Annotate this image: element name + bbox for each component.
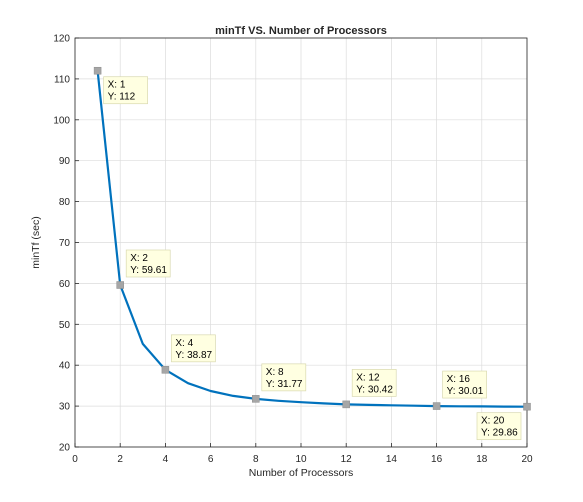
y-tick-label: 40	[59, 361, 71, 372]
x-tick-label: 12	[341, 454, 353, 465]
datatip-box	[351, 369, 397, 397]
datatip: X: 1Y: 112	[103, 76, 148, 105]
datatip: X: 2Y: 59.61	[125, 249, 171, 278]
datatip-y: Y: 31.77	[266, 379, 303, 390]
x-tick-label: 4	[163, 454, 169, 465]
x-axis-label: Number of Processors	[249, 467, 353, 479]
series-line-group	[96, 70, 528, 408]
x-tick-label: 16	[431, 454, 443, 465]
datatip: X: 4Y: 38.87	[171, 334, 216, 363]
datatip-y: Y: 38.87	[175, 350, 212, 361]
datatip-x: X: 8	[266, 367, 284, 378]
datatip-y: Y: 30.42	[356, 384, 393, 395]
data-point-marker	[116, 281, 124, 289]
x-tick-label: 10	[295, 454, 307, 465]
data-markers	[93, 66, 531, 411]
x-tick-label: 0	[72, 454, 78, 465]
y-tick-label: 110	[54, 74, 70, 85]
y-tick-label: 50	[59, 320, 71, 331]
datatip-box	[171, 334, 216, 363]
datatip-x: X: 4	[175, 338, 193, 349]
datatip: X: 20Y: 29.86	[476, 412, 522, 441]
data-point-marker	[93, 66, 102, 75]
y-tick-label: 20	[59, 443, 71, 454]
y-tick-label: 120	[53, 34, 70, 45]
datatip: X: 8Y: 31.77	[261, 363, 307, 392]
y-axis: 20 30 40 50 60 70 80 90 100 110 120	[53, 34, 79, 454]
data-point-marker	[523, 402, 531, 411]
data-point-marker	[342, 400, 350, 409]
data-point-marker	[161, 366, 170, 374]
y-tick-label: 70	[59, 238, 71, 249]
x-tick-label: 8	[253, 454, 259, 465]
y-tick-label: 90	[59, 156, 71, 167]
datatip-y: Y: 112	[108, 92, 136, 103]
series-line	[96, 70, 528, 408]
datatip-box	[261, 363, 307, 392]
datatip-x: X: 12	[356, 372, 380, 383]
datatip-x: X: 20	[481, 416, 505, 427]
x-tick-label: 20	[521, 454, 533, 465]
data-point-marker	[432, 402, 441, 410]
datatip-box	[442, 370, 487, 399]
datatip-x: X: 2	[130, 253, 148, 264]
data-point-marker	[252, 395, 260, 403]
datatip: X: 16Y: 30.01	[442, 370, 487, 399]
datatip-box	[103, 76, 148, 105]
datatip: X: 12Y: 30.42	[351, 369, 397, 397]
y-tick-label: 100	[53, 115, 70, 126]
datatip-y: Y: 30.01	[447, 386, 484, 397]
x-tick-label: 18	[476, 454, 488, 465]
datatip-y: Y: 29.86	[481, 428, 518, 439]
datatip-box	[476, 412, 522, 441]
datatip-x: X: 1	[108, 80, 126, 91]
x-tick-label: 14	[386, 454, 398, 465]
datatip-box	[125, 249, 171, 278]
y-axis-label: minTf (sec)	[30, 216, 42, 269]
x-tick-label: 6	[208, 454, 214, 465]
datatip-y: Y: 59.61	[130, 265, 167, 276]
x-axis: 0 2 4 6 8 10 12 14 16 18 20	[72, 443, 533, 465]
y-tick-label: 80	[59, 197, 71, 208]
x-tick-label: 2	[117, 454, 123, 465]
datatip-x: X: 16	[447, 374, 471, 385]
y-tick-label: 60	[59, 279, 71, 290]
y-tick-label: 30	[59, 402, 71, 413]
chart-title: minTf VS. Number of Processors	[215, 25, 387, 37]
